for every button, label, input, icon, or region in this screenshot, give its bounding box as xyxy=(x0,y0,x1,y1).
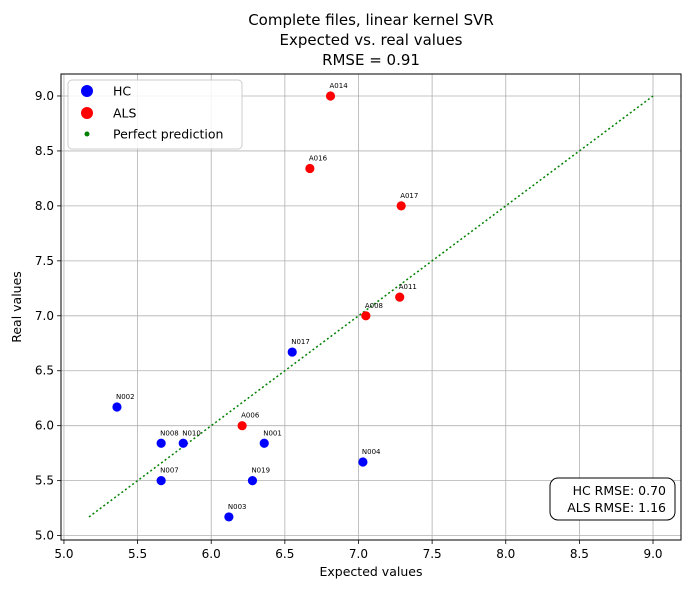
point-label: N001 xyxy=(263,429,282,437)
y-tick-label: 6.5 xyxy=(35,364,54,378)
y-axis-label: Real values xyxy=(9,271,24,343)
legend-marker-perfect-prediction xyxy=(84,131,90,137)
legend-label-perfect-prediction: Perfect prediction xyxy=(113,127,223,142)
y-tick-label: 5.0 xyxy=(35,529,54,543)
point-label: A016 xyxy=(309,155,328,163)
point-hc xyxy=(247,476,258,486)
y-tick-label: 7.0 xyxy=(35,309,54,323)
chart-title-line-3: RMSE = 0.91 xyxy=(322,51,420,69)
legend: HC ALS Perfect prediction xyxy=(67,79,243,150)
point-label: N004 xyxy=(362,448,381,456)
x-tick-label: 5.0 xyxy=(54,547,73,561)
point-hc xyxy=(287,347,297,357)
axis-ticks: 5.0 5.5 6.0 6.5 7.0 7.5 8.0 8.5 9.0 5.0 5.5 6.0 6.5 7… xyxy=(35,89,663,561)
x-tick-label: 7.0 xyxy=(349,547,368,561)
point-als xyxy=(396,201,406,211)
point-label: A011 xyxy=(399,283,417,291)
rmse-annotation: HC RMSE: 0.70 ALS RMSE: 1.16 xyxy=(549,477,676,521)
point-label: N007 xyxy=(160,467,179,475)
y-tick-label: 6.0 xyxy=(35,419,54,433)
point-label: A014 xyxy=(330,82,349,90)
x-tick-label: 7.5 xyxy=(423,547,442,561)
als-rmse-text: ALS RMSE: 1.16 xyxy=(567,500,666,515)
legend-label-hc: HC xyxy=(113,84,131,99)
point-label: N008 xyxy=(160,429,179,437)
rmse-annotation-box xyxy=(549,477,676,521)
point-hc xyxy=(112,402,122,412)
hc-rmse-text: HC RMSE: 0.70 xyxy=(573,483,666,498)
x-tick-label: 9.0 xyxy=(643,547,662,561)
point-hc xyxy=(224,512,234,522)
point-hc xyxy=(156,476,166,486)
x-tick-label: 8.0 xyxy=(496,547,515,561)
legend-marker-hc xyxy=(81,85,93,97)
legend-marker-als xyxy=(81,107,93,119)
point-hc xyxy=(358,457,368,467)
point-hc xyxy=(178,438,188,448)
x-tick-label: 6.5 xyxy=(275,547,294,561)
point-als xyxy=(325,91,336,101)
point-label: N017 xyxy=(291,338,310,346)
point-label: A008 xyxy=(365,302,383,310)
x-tick-label: 6.0 xyxy=(202,547,221,561)
point-label: N019 xyxy=(251,467,270,475)
point-hc xyxy=(156,438,166,448)
point-als xyxy=(305,163,315,174)
data-points: N002 N008 N010 N007 N003 N019 N001 N017 N004 A014… xyxy=(112,82,418,522)
point-label: N003 xyxy=(228,503,247,511)
plot-frame xyxy=(60,73,682,541)
y-tick-label: 9.0 xyxy=(35,89,54,103)
chart-title-line-2: Expected vs. real values xyxy=(280,31,463,49)
point-label: N010 xyxy=(182,429,201,437)
y-tick-label: 7.5 xyxy=(35,254,54,268)
legend-box xyxy=(67,79,243,150)
point-label: N002 xyxy=(116,393,135,401)
point-hc xyxy=(259,438,269,448)
y-tick-label: 8.0 xyxy=(35,199,54,213)
legend-label-als: ALS xyxy=(113,106,137,121)
point-label: A017 xyxy=(400,192,418,200)
y-tick-label: 5.5 xyxy=(35,474,54,488)
x-axis-label: Expected values xyxy=(320,564,423,579)
chart-title-line-1: Complete files, linear kernel SVR xyxy=(248,11,494,29)
x-tick-label: 8.5 xyxy=(570,547,589,561)
y-tick-label: 8.5 xyxy=(35,144,54,158)
point-als xyxy=(361,311,371,321)
point-als xyxy=(237,421,247,431)
point-label: A006 xyxy=(241,412,260,420)
x-tick-label: 5.5 xyxy=(128,547,147,561)
point-als xyxy=(395,292,405,302)
